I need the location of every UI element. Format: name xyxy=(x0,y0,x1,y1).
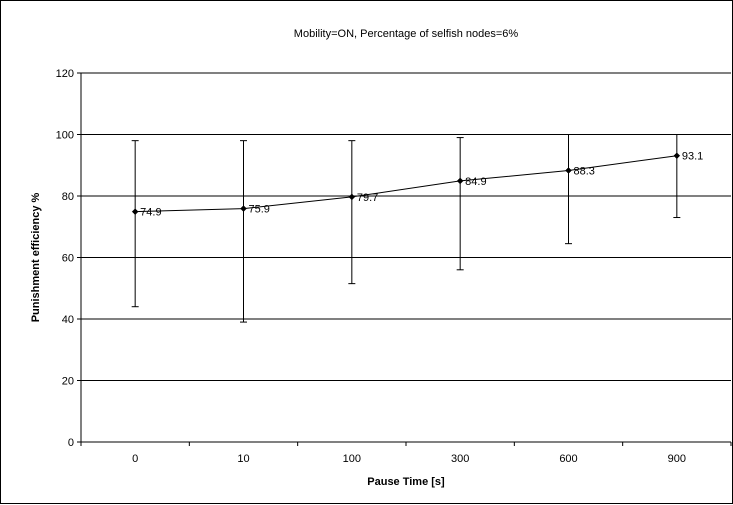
data-label: 93.1 xyxy=(682,151,703,163)
data-label: 74.9 xyxy=(140,207,161,219)
x-tick-label: 600 xyxy=(559,453,577,465)
y-tick-label: 100 xyxy=(56,130,74,142)
y-tick-label: 80 xyxy=(62,191,74,203)
data-point xyxy=(131,208,139,216)
x-tick-label: 300 xyxy=(451,453,469,465)
y-tick-label: 60 xyxy=(62,253,74,265)
y-tick-label: 20 xyxy=(62,376,74,388)
y-tick-label: 40 xyxy=(62,314,74,326)
y-tick-label: 120 xyxy=(56,68,74,80)
data-label: 79.7 xyxy=(357,192,378,204)
x-tick-label: 900 xyxy=(668,453,686,465)
x-axis-label: Pause Time [s] xyxy=(367,476,445,488)
data-point xyxy=(673,152,681,160)
x-tick-label: 0 xyxy=(132,453,138,465)
data-label: 88.3 xyxy=(574,165,595,177)
data-point xyxy=(240,205,247,212)
data-point xyxy=(456,177,464,185)
y-axis-label: Punishment efficiency % xyxy=(30,192,42,322)
data-point xyxy=(348,193,356,201)
x-tick-label: 100 xyxy=(343,453,361,465)
chart-title: Mobility=ON, Percentage of selfish nodes… xyxy=(294,28,519,40)
data-label: 75.9 xyxy=(249,204,270,216)
series-line xyxy=(135,155,677,213)
x-tick-label: 10 xyxy=(237,453,249,465)
data-label: 84.9 xyxy=(465,176,486,188)
data-point xyxy=(565,167,572,174)
y-tick-label: 0 xyxy=(68,437,74,449)
